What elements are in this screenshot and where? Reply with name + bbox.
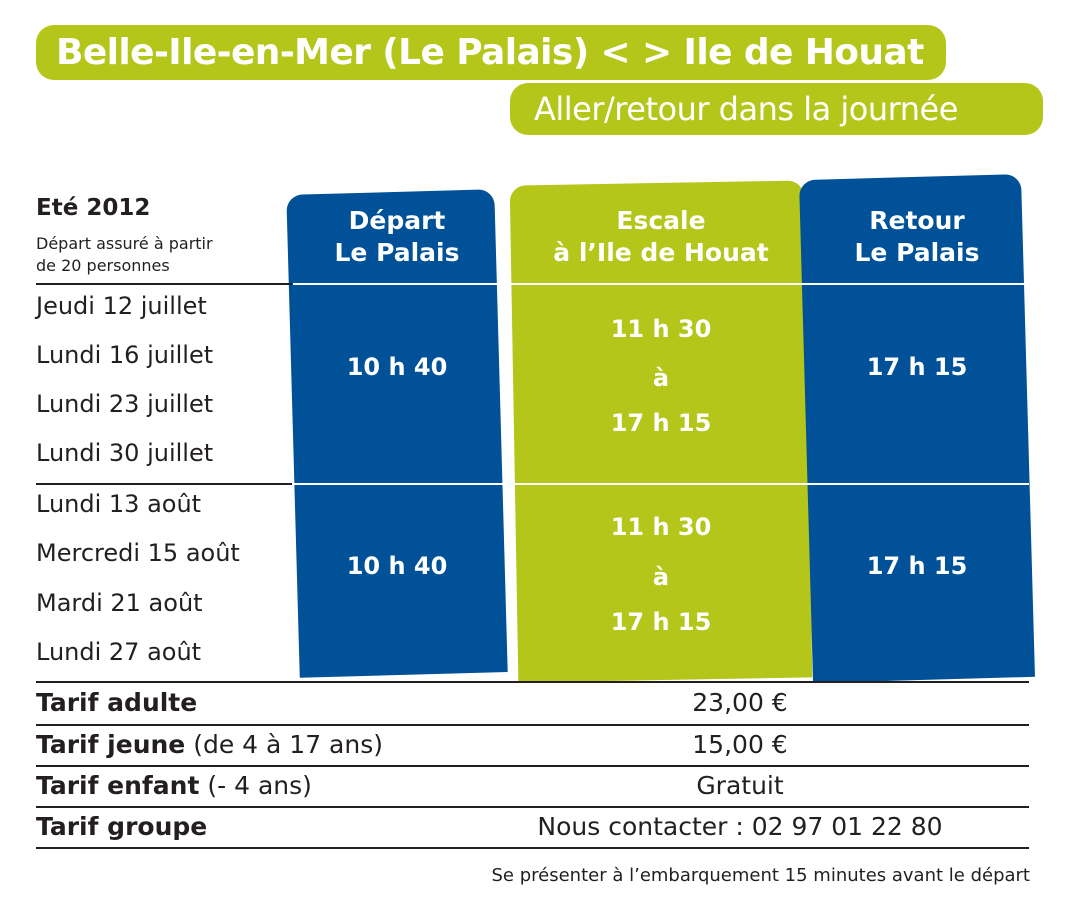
boarding-notice: Se présenter à l’embarquement 15 minutes…	[491, 865, 1031, 886]
depart-column-header: Départ Le Palais	[293, 205, 501, 269]
header-divider	[36, 283, 292, 285]
tarif-divider	[36, 681, 1029, 683]
retour-header-line2: Le Palais	[854, 238, 980, 267]
tarif-enfant-label: Tarif enfant (- 4 ans)	[36, 771, 312, 800]
escale-time-from: 11 h 30	[610, 513, 712, 541]
date-row: Lundi 16 juillet	[36, 341, 214, 369]
depart-header-line2: Le Palais	[334, 238, 460, 267]
date-row: Lundi 27 août	[36, 638, 202, 666]
escale-time-separator: à	[652, 364, 670, 392]
page-title: Belle-Ile-en-Mer (Le Palais) < > Ile de …	[36, 25, 946, 80]
minimum-group-note-line2: de 20 personnes	[36, 256, 170, 275]
retour-column-header: Retour Le Palais	[806, 205, 1028, 269]
page-subtitle: Aller/retour dans la journée	[510, 83, 1043, 135]
retour-header-line1: Retour	[869, 206, 965, 235]
escale-time-to: 17 h 15	[610, 409, 712, 437]
tarif-jeune-value: 15,00 €	[692, 730, 788, 759]
tarif-enfant-value: Gratuit	[696, 771, 784, 800]
depart-time: 10 h 40	[346, 353, 448, 381]
date-row: Lundi 23 juillet	[36, 390, 214, 418]
depart-time: 10 h 40	[346, 552, 448, 580]
tarif-adulte-label: Tarif adulte	[36, 688, 198, 717]
depart-header-line1: Départ	[348, 206, 446, 235]
tarif-jeune-label: Tarif jeune (de 4 à 17 ans)	[36, 730, 383, 759]
tarif-divider	[36, 806, 1029, 808]
minimum-group-note-line1: Départ assuré à partir	[36, 234, 213, 253]
tarif-divider	[36, 765, 1029, 767]
season-label: Eté 2012	[36, 195, 151, 221]
tarif-groupe-value: Nous contacter : 02 97 01 22 80	[537, 812, 943, 841]
tarif-groupe-label: Tarif groupe	[36, 812, 208, 841]
retour-time: 17 h 15	[866, 353, 968, 381]
escale-time-separator: à	[652, 563, 670, 591]
escale-time-to: 17 h 15	[610, 608, 712, 636]
date-row: Lundi 30 juillet	[36, 439, 214, 467]
date-row: Lundi 13 août	[36, 490, 202, 518]
escale-header-line1: Escale	[616, 206, 706, 235]
date-row: Mercredi 15 août	[36, 539, 240, 567]
tarif-adulte-value: 23,00 €	[692, 688, 788, 717]
tarif-divider	[36, 724, 1029, 726]
date-row: Jeudi 12 juillet	[36, 292, 207, 320]
retour-time: 17 h 15	[866, 552, 968, 580]
tarif-divider	[36, 847, 1029, 849]
group-divider-white	[293, 483, 1029, 485]
date-row: Mardi 21 août	[36, 589, 203, 617]
group-divider	[36, 483, 292, 485]
escale-time-from: 11 h 30	[610, 315, 712, 343]
header-divider-white	[293, 283, 1029, 285]
escale-column-header: Escale à l’Ile de Houat	[514, 205, 808, 269]
escale-header-line2: à l’Ile de Houat	[553, 238, 769, 267]
